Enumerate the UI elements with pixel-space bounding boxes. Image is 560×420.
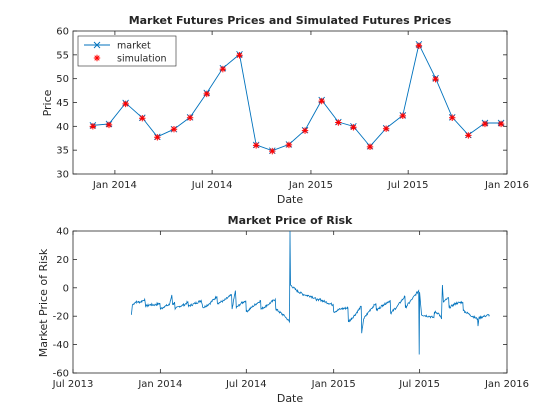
- simulation-point: [186, 114, 194, 121]
- legend-marker-simulation: [93, 54, 101, 62]
- x-tick-label: Jan 2015: [311, 379, 356, 390]
- simulation-point: [203, 90, 210, 98]
- simulation-point: [335, 119, 342, 126]
- legend-box: [77, 35, 177, 67]
- simulation-point: [105, 121, 113, 129]
- simulation-point: [139, 115, 146, 122]
- y-tick-label: 35: [56, 146, 69, 157]
- legend: market simulation: [77, 35, 177, 67]
- simulation-point: [449, 114, 456, 121]
- y-tick-label: 50: [56, 74, 69, 85]
- simulation-point: [236, 52, 243, 59]
- simulation-point: [481, 120, 489, 128]
- simulation-point: [497, 120, 505, 128]
- x-tick-label: Jul 2015: [398, 379, 440, 390]
- y-tick-label: -60: [53, 369, 69, 380]
- x-tick-label: Jan 2016: [484, 379, 529, 390]
- y-tick-label: -20: [53, 312, 69, 323]
- y-tick-label: -40: [53, 340, 69, 351]
- x-tick-label: Jan 2014: [92, 180, 137, 191]
- x-tick-label: Jul 2015: [387, 180, 429, 191]
- simulation-point: [366, 143, 374, 151]
- x-axis-label: Date: [277, 193, 304, 206]
- x-tick-label: Jul 2014: [191, 180, 233, 191]
- simulation-point: [269, 147, 276, 155]
- x-axis-label: Date: [277, 392, 304, 405]
- y-tick-label: 60: [56, 27, 69, 38]
- x-tick-label: Jul 2014: [225, 379, 267, 390]
- simulation-point: [219, 65, 227, 73]
- x-tick-label: Jan 2014: [137, 379, 182, 390]
- market-price-of-risk-chart: Market Price of Risk Date Market Price o…: [37, 214, 529, 405]
- y-axis-label: Price: [41, 89, 54, 116]
- chart-title: Market Price of Risk: [228, 214, 353, 227]
- simulation-point: [399, 112, 406, 120]
- futures-price-chart: Market Futures Prices and Simulated Futu…: [41, 14, 529, 206]
- y-tick-label: 40: [56, 122, 69, 133]
- simulation-point: [252, 142, 260, 149]
- y-axis-label: Market Price of Risk: [37, 248, 50, 357]
- y-tick-label: 55: [56, 50, 69, 61]
- simulation-point: [154, 134, 161, 141]
- simulation-point: [415, 42, 423, 49]
- simulation-point: [432, 75, 439, 83]
- simulation-point: [301, 127, 309, 134]
- x-tick-label: Jan 2015: [288, 180, 333, 191]
- legend-label-simulation: simulation: [117, 54, 167, 65]
- series-line-market: [92, 43, 502, 152]
- simulation-point: [465, 132, 472, 139]
- simulation-point: [382, 125, 390, 132]
- y-tick-label: 45: [56, 98, 69, 109]
- series-line-market-price-of-risk: [131, 230, 490, 355]
- x-tick-label: Jul 2013: [52, 379, 94, 390]
- simulation-point: [318, 97, 325, 105]
- simulation-point: [122, 100, 129, 108]
- chart-title: Market Futures Prices and Simulated Futu…: [129, 14, 452, 27]
- simulation-point: [170, 125, 178, 133]
- simulation-point: [89, 123, 97, 130]
- simulation-point: [285, 141, 293, 149]
- legend-label-market: market: [117, 41, 151, 52]
- y-tick-label: 0: [63, 283, 69, 294]
- y-tick-label: 40: [56, 227, 69, 238]
- legend-marker-market: [93, 41, 101, 49]
- x-tick-label: Jan 2016: [484, 180, 529, 191]
- simulation-point: [350, 124, 357, 131]
- y-tick-label: 20: [56, 255, 69, 266]
- y-tick-label: 30: [56, 170, 69, 181]
